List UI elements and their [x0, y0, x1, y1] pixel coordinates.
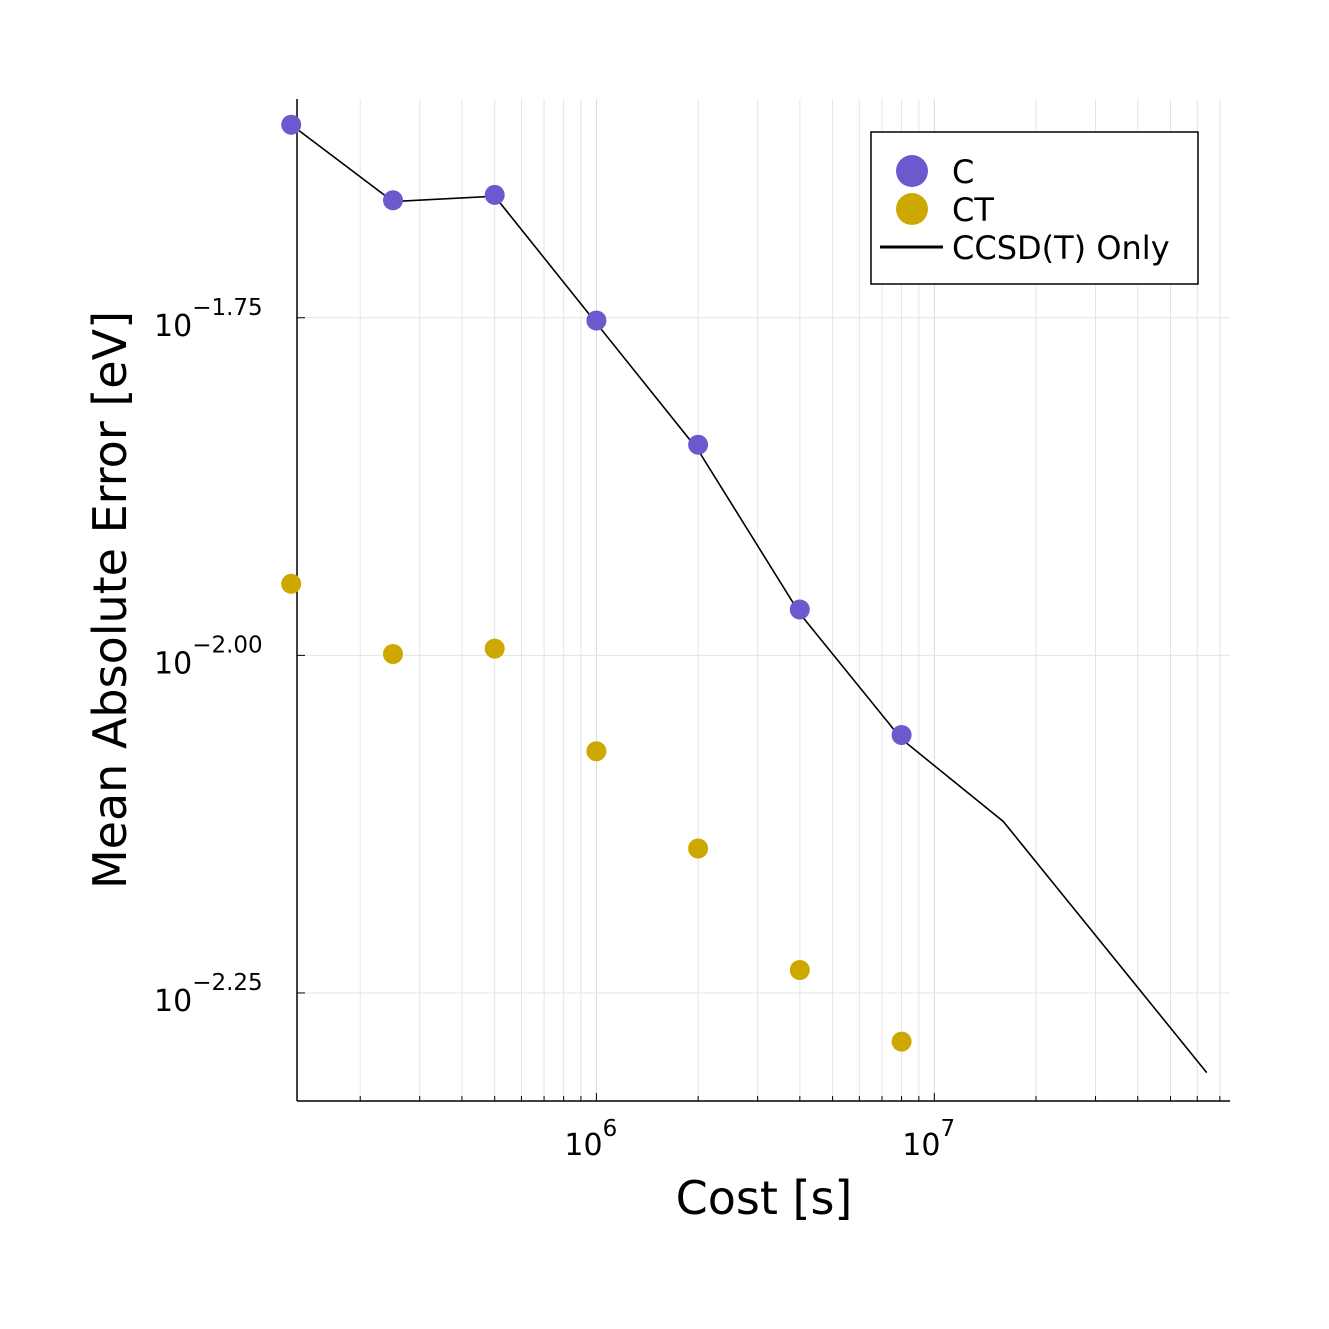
data-point-c — [688, 434, 709, 455]
data-point-c — [281, 114, 302, 135]
legend-label-c: C — [952, 153, 974, 191]
x-axis-title: Cost [s] — [676, 1171, 853, 1225]
x-tick-label: 107 — [902, 1116, 955, 1163]
data-point-ct — [688, 838, 709, 859]
legend-marker-ct — [896, 193, 928, 225]
data-point-ct — [891, 1031, 912, 1052]
legend-label-ct: CT — [952, 191, 994, 229]
data-point-c — [789, 599, 810, 620]
legend: C CT CCSD(T) Only — [870, 131, 1199, 285]
ticks: 10−1.75 10−2.00 10−2.25 106 107 — [154, 295, 1221, 1163]
data-point-ct — [586, 741, 607, 762]
data-point-c — [484, 184, 505, 205]
y-tick-label: 10−1.75 — [154, 295, 263, 344]
y-axis-title: Mean Absolute Error [eV] — [83, 311, 137, 889]
data-point-c — [586, 310, 607, 331]
y-tick-label: 10−2.00 — [154, 632, 263, 681]
legend-label-ccsdt: CCSD(T) Only — [952, 229, 1170, 267]
data-point-c — [891, 725, 912, 745]
data-point-ct — [383, 644, 403, 664]
legend-marker-c — [896, 155, 928, 187]
data-point-ct — [281, 573, 302, 594]
series-layer — [281, 114, 1208, 1074]
y-tick-label: 10−2.25 — [154, 970, 263, 1019]
data-point-ct — [789, 960, 810, 980]
axes — [296, 99, 1230, 1102]
data-point-c — [383, 190, 403, 211]
grid — [297, 99, 1230, 1101]
x-tick-label: 106 — [564, 1116, 617, 1163]
data-point-ct — [484, 638, 505, 659]
